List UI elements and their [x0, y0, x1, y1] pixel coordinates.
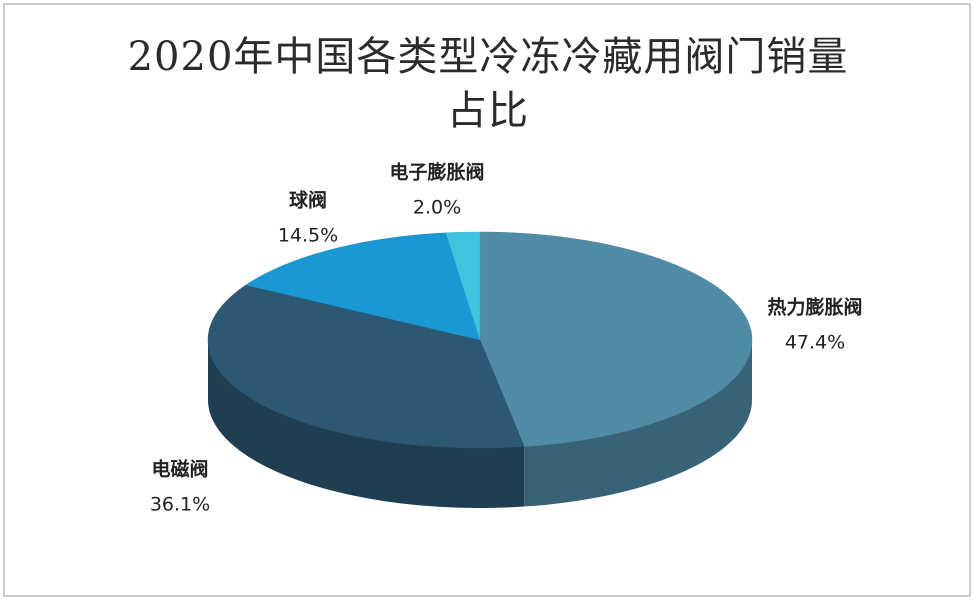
- value-label: 36.1%: [150, 494, 210, 516]
- slice: [245, 232, 481, 341]
- chart-title: 2020年中国各类型冷冻冷藏用阀门销量占比: [127, 34, 849, 134]
- slice-side: [524, 340, 752, 507]
- value-label: 14.5%: [278, 225, 338, 247]
- value-label: 47.4%: [785, 332, 845, 354]
- slice: [207, 284, 525, 449]
- value-label: 2.0%: [413, 197, 461, 219]
- slice: [479, 231, 753, 447]
- frame: [3, 3, 971, 597]
- category-label: 热力膨胀阀: [767, 296, 862, 319]
- slice: [445, 231, 481, 341]
- slice-side: [208, 340, 525, 508]
- category-label: 电磁阀: [151, 458, 208, 481]
- category-label: 球阀: [289, 189, 327, 212]
- category-label: 电子膨胀阀: [389, 161, 484, 184]
